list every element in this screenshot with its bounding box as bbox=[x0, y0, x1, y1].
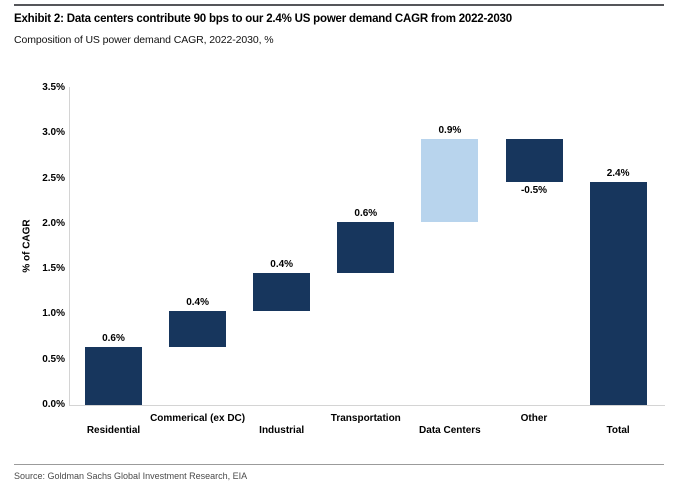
bar-value-label-industrial: 0.4% bbox=[270, 259, 294, 271]
y-tick-label: 3.5% bbox=[42, 82, 65, 93]
exhibit-title: Exhibit 2: Data centers contribute 90 bp… bbox=[14, 13, 512, 25]
bar-data-centers bbox=[421, 139, 479, 223]
x-axis-label-other: Other bbox=[520, 413, 548, 424]
bar-other bbox=[505, 139, 563, 182]
y-tick-label: 3.0% bbox=[42, 127, 65, 139]
y-tick-label: 1.5% bbox=[42, 263, 65, 275]
bar-value-label-residential: 0.6% bbox=[102, 332, 125, 344]
footer-divider bbox=[14, 464, 664, 465]
x-axis-label-total: Total bbox=[606, 425, 630, 436]
x-axis-label-residential: Residential bbox=[86, 425, 141, 436]
bar-value-label-commerical-ex-dc: 0.4% bbox=[186, 297, 209, 309]
bar-industrial bbox=[253, 273, 311, 312]
bar-total bbox=[589, 181, 647, 405]
bar-value-label-total: 2.4% bbox=[606, 167, 630, 179]
x-axis-label-data-centers: Data Centers bbox=[419, 425, 481, 436]
source-text: Source: Goldman Sachs Global Investment … bbox=[14, 471, 248, 481]
y-tick-label: 2.5% bbox=[42, 172, 65, 184]
x-axis-label-transportation: Transportation bbox=[330, 413, 401, 424]
x-axis-label-industrial: Industrial bbox=[259, 425, 305, 436]
x-axis-label-commerical-ex-dc: Commerical (ex DC) bbox=[150, 413, 246, 424]
x-axis-line bbox=[69, 405, 665, 406]
exhibit-subtitle: Composition of US power demand CAGR, 202… bbox=[14, 34, 274, 46]
waterfall-chart: % of CAGR 0.0% 0.5% 1.0% 1.5% 2.0% 2.5% 3.0% 3.… bbox=[22, 82, 665, 436]
top-divider bbox=[14, 4, 664, 6]
y-tick-label: 0.5% bbox=[42, 353, 65, 365]
y-axis-line bbox=[69, 87, 70, 405]
bar-residential bbox=[85, 346, 142, 405]
y-tick-label: 0.0% bbox=[42, 399, 65, 410]
bar-value-label-data-centers: 0.9% bbox=[438, 125, 462, 137]
bar-value-label-transportation: 0.6% bbox=[354, 208, 378, 220]
bar-transportation bbox=[337, 222, 395, 274]
bar-commerical-ex-dc bbox=[169, 311, 227, 347]
bar-value-label-other: -0.5% bbox=[520, 184, 548, 196]
y-tick-label: 1.0% bbox=[42, 308, 65, 320]
y-tick-label: 2.0% bbox=[42, 217, 65, 229]
